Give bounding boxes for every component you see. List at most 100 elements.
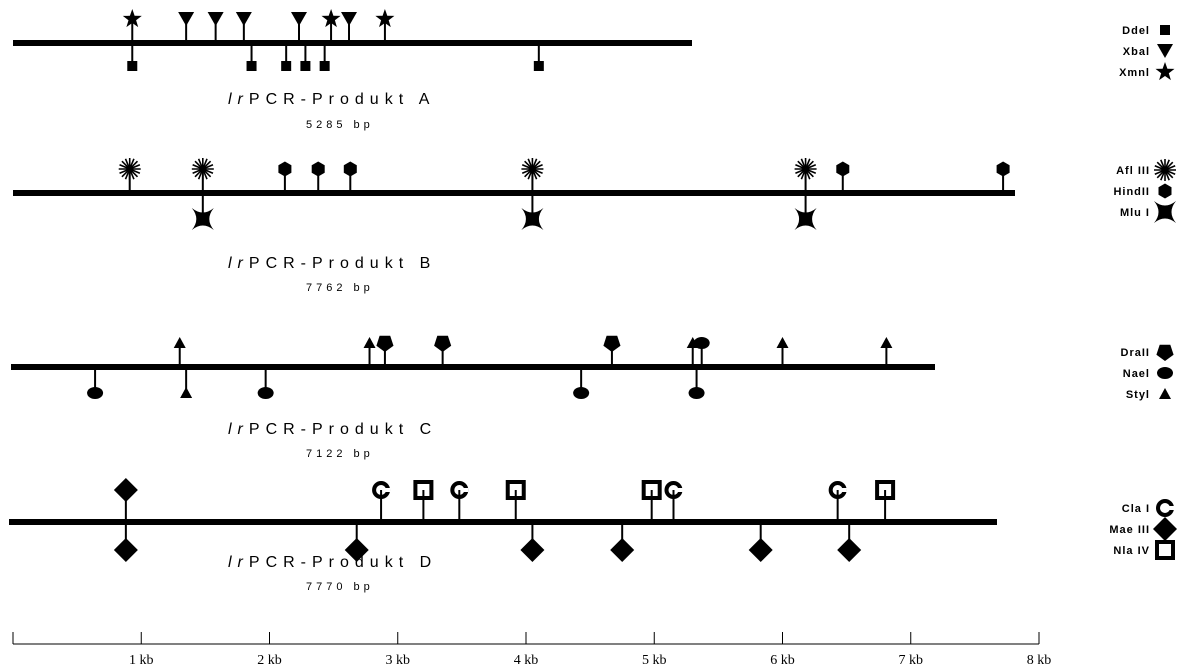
site-afliii [118, 158, 141, 193]
svg-text:Styl: Styl [1126, 389, 1150, 401]
site-styi [363, 337, 376, 367]
svg-text:Mlu I: Mlu I [1120, 207, 1150, 219]
site-styi [173, 337, 186, 367]
site-xmni [321, 9, 341, 43]
site-hindii [996, 161, 1010, 193]
product-c-map [11, 335, 935, 399]
svg-text:Nael: Nael [1123, 368, 1150, 380]
legend-xmni: Xmnl [1119, 62, 1175, 81]
site-ddei [300, 43, 311, 71]
site-ddei [281, 43, 292, 71]
site-mlui [794, 193, 817, 230]
scale-tick-label: 1 kb [129, 653, 154, 668]
product-a-title: lrPCR-Produkt A [228, 91, 435, 108]
svg-text:Cla I: Cla I [1122, 503, 1150, 515]
site-nlaiv [413, 480, 434, 522]
site-hindii [836, 161, 850, 193]
scale-tick-label: 6 kb [770, 653, 795, 668]
product-d-map [9, 478, 997, 562]
site-xbai [235, 12, 252, 43]
site-styi [880, 337, 893, 367]
product-d-size: 7770 bp [306, 581, 374, 593]
site-clai [828, 481, 847, 522]
site-maeiii [520, 522, 545, 562]
site-styi [776, 337, 789, 367]
legend-naei: Nael [1123, 367, 1173, 380]
site-clai [372, 481, 391, 522]
site-hindii [311, 161, 325, 193]
site-nlaiv [641, 480, 662, 522]
svg-text:Xmnl: Xmnl [1119, 67, 1150, 79]
site-xbai [341, 12, 358, 43]
site-clai [664, 481, 683, 522]
site-afliii [191, 158, 214, 193]
site-afliii [521, 158, 544, 193]
site-hindii [343, 161, 357, 193]
site-ddei [319, 43, 330, 71]
scale-tick-label: 3 kb [386, 653, 411, 668]
site-ddei [246, 43, 257, 71]
legend-draii: DraII [1121, 344, 1174, 361]
legend-nlaiv: Nla IV [1113, 540, 1175, 560]
site-xmni [122, 9, 142, 43]
legend-afliii: Afl III [1116, 159, 1176, 181]
site-maeiii [837, 522, 862, 562]
scale-tick-label: 4 kb [514, 653, 539, 668]
site-draii [603, 335, 621, 367]
site-ddei [127, 43, 138, 71]
site-xbai [290, 12, 307, 43]
product-b-size: 7762 bp [306, 282, 374, 294]
site-maeiii [344, 522, 369, 562]
site-styi-lower [180, 367, 193, 398]
site-draii [434, 335, 452, 367]
site-maeiii [610, 522, 635, 562]
svg-text:HindII: HindII [1113, 186, 1150, 198]
site-nlaiv [505, 480, 526, 522]
product-c-dna-bar [11, 364, 935, 370]
site-ddei [533, 43, 544, 71]
site-maeiii [113, 522, 138, 562]
site-maeiii-upper [113, 478, 138, 522]
site-nlaiv [875, 480, 896, 522]
site-hindii [278, 161, 292, 193]
site-clai [450, 481, 469, 522]
svg-text:Afl III: Afl III [1116, 165, 1150, 177]
scale-tick-label: 2 kb [257, 653, 282, 668]
product-a-dna-bar [13, 40, 692, 46]
site-maeiii [748, 522, 773, 562]
scale-tick-label: 8 kb [1027, 653, 1052, 668]
legend-maeiii: Mae III [1109, 517, 1177, 541]
legend-xbai: Xbal [1123, 44, 1173, 58]
kb-scale-bar: 1 kb 2 kb 3 kb 4 kb 5 kb 6 kb 7 kb 8 kb [12, 632, 1052, 668]
site-afliii [794, 158, 817, 193]
site-naei [688, 367, 705, 399]
svg-text:Nla IV: Nla IV [1113, 545, 1150, 557]
product-d-dna-bar [9, 519, 997, 525]
legend-styi: Styl [1126, 388, 1171, 401]
site-draii [376, 335, 394, 367]
product-b-map [13, 158, 1015, 230]
product-a-size: 5285 bp [306, 119, 374, 131]
svg-text:Mae III: Mae III [1109, 524, 1150, 536]
product-b-title: lrPCR-Produkt B [228, 255, 436, 272]
svg-text:DraII: DraII [1121, 347, 1150, 359]
legend-clai: Cla I [1122, 499, 1174, 517]
svg-text:Xbal: Xbal [1123, 46, 1150, 58]
site-xmni [375, 9, 395, 43]
site-xbai [207, 12, 224, 43]
site-naei [87, 367, 104, 399]
scale-tick-label: 5 kb [642, 653, 667, 668]
site-mlui [521, 193, 544, 230]
legend-mlui: Mlu I [1120, 201, 1176, 223]
product-c-title: lrPCR-Produkt C [228, 421, 437, 438]
product-a-map [13, 9, 692, 71]
svg-text:Ddel: Ddel [1122, 25, 1150, 37]
product-c-size: 7122 bp [306, 448, 374, 460]
site-mlui [191, 193, 214, 230]
legend-ddei: Ddel [1122, 25, 1170, 37]
product-b-dna-bar [13, 190, 1015, 196]
site-styi [686, 337, 699, 367]
site-naei [573, 367, 590, 399]
scale-tick-label: 7 kb [899, 653, 924, 668]
